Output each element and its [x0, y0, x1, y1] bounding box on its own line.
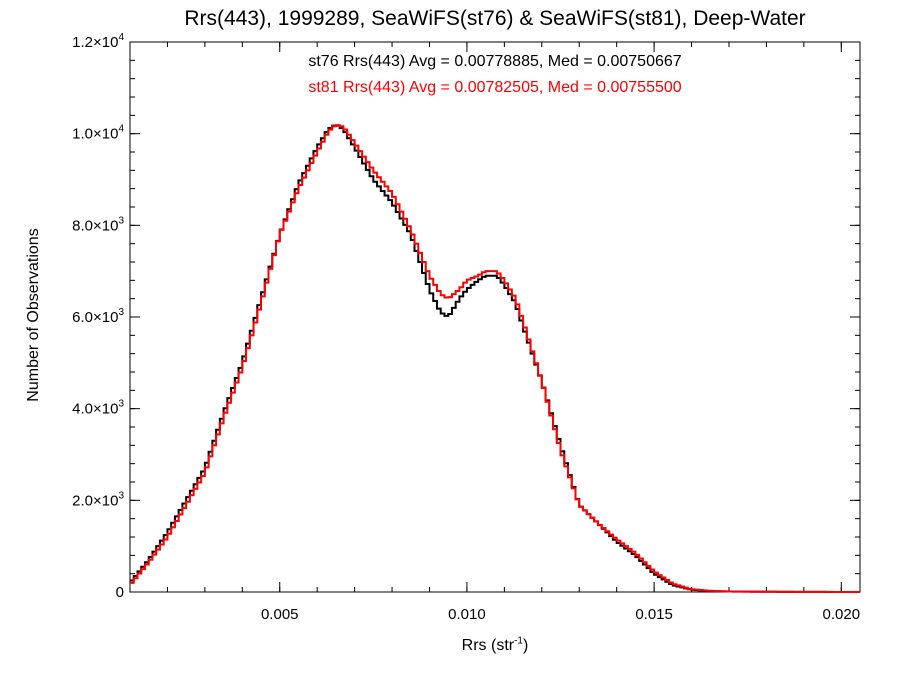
series-line-st81 — [130, 124, 860, 593]
x-tick-label: 0.020 — [823, 606, 861, 623]
series-group — [130, 124, 860, 593]
chart-title: Rrs(443), 1999289, SeaWiFS(st76) & SeaWi… — [184, 7, 806, 30]
y-tick-label: 0 — [116, 584, 124, 601]
x-axis-label-text: Rrs (str — [461, 637, 515, 654]
x-tick-label: 0.010 — [448, 606, 486, 623]
y-tick-label: 8.0×103 — [72, 215, 124, 234]
x-tick-label: 0.015 — [635, 606, 673, 623]
x-axis-label-suffix: ) — [523, 637, 529, 654]
x-axis-label: Rrs (str-1) — [130, 635, 860, 655]
y-tick-label: 1.2×104 — [72, 32, 124, 51]
axis-ticks: 0.005 0.010 0.015 0.020 0 2.0×103 4.0×103 6.0×1… — [72, 32, 860, 623]
y-tick-label: 1.0×104 — [72, 124, 124, 143]
y-tick-label: 2.0×103 — [72, 490, 124, 509]
annotation-st81: st81 Rrs(443) Avg = 0.00782505, Med = 0.… — [308, 79, 682, 96]
annotation-st76: st76 Rrs(443) Avg = 0.00778885, Med = 0.… — [308, 53, 682, 70]
y-axis-label: Number of Observations — [25, 228, 42, 402]
y-tick-label: 6.0×103 — [72, 307, 124, 326]
plot-frame — [129, 41, 861, 593]
y-tick-label: 4.0×103 — [72, 399, 124, 418]
series-line-st76 — [130, 124, 860, 593]
x-axis-label-exponent: -1 — [514, 635, 523, 647]
x-tick-label: 0.005 — [261, 606, 299, 623]
